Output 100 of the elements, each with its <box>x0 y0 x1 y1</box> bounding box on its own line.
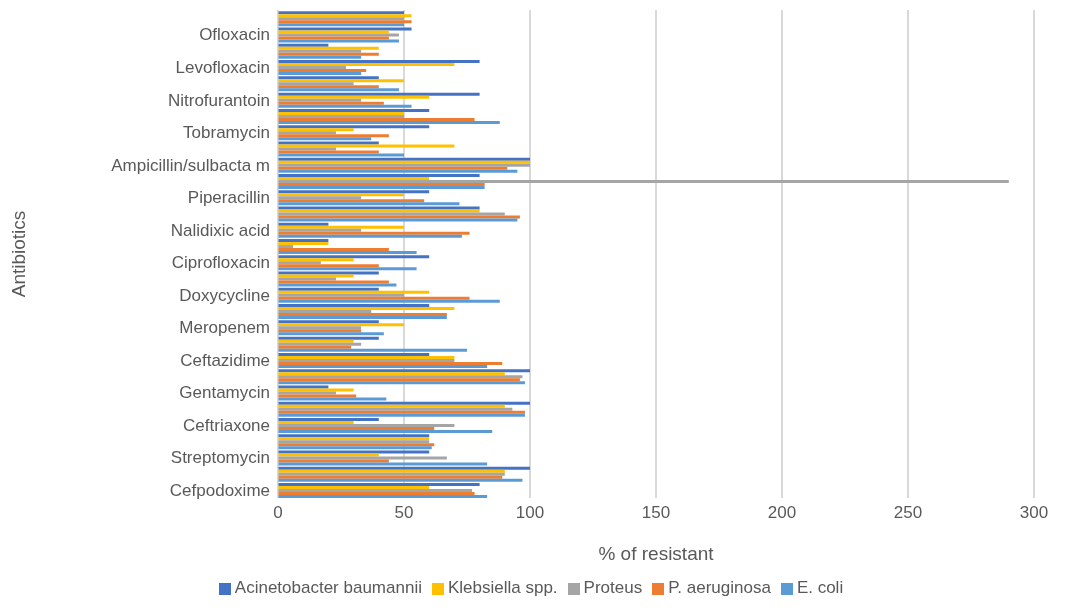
y-tick-label: Doxycycline <box>179 285 270 305</box>
bar <box>278 231 470 235</box>
bar <box>278 222 329 226</box>
bar <box>278 385 329 389</box>
bar <box>278 39 399 43</box>
bar <box>278 339 354 343</box>
y-tick-label: Levofloxacin <box>175 57 270 77</box>
bar <box>278 179 1009 183</box>
bar <box>278 320 379 324</box>
bar <box>278 153 404 157</box>
bar <box>278 478 523 482</box>
bar <box>278 176 430 180</box>
bar <box>278 283 397 287</box>
bar <box>278 55 362 59</box>
bar <box>278 453 379 457</box>
bar <box>278 52 379 56</box>
bar <box>278 43 329 47</box>
bar <box>278 95 430 99</box>
y-tick-label: Tobramycin <box>183 123 270 143</box>
bar <box>278 202 460 206</box>
y-tick-label: Ciprofloxacin <box>171 253 270 273</box>
bar <box>278 88 399 92</box>
bar <box>278 483 480 487</box>
bar <box>278 248 389 252</box>
bar <box>278 66 347 70</box>
bar <box>278 417 379 421</box>
bar <box>278 33 399 37</box>
bar <box>278 429 493 433</box>
bar <box>278 261 321 265</box>
bar <box>278 420 354 424</box>
bar <box>278 426 435 430</box>
bar <box>278 104 412 108</box>
bar <box>278 169 518 173</box>
bar <box>278 287 379 291</box>
y-tick-label: Nalidixic acid <box>170 220 270 240</box>
bar <box>278 364 488 368</box>
x-tick-label: 200 <box>767 503 797 523</box>
bar <box>278 17 404 21</box>
bar <box>278 310 372 314</box>
y-tick-label: Meropenem <box>179 318 270 338</box>
bar <box>278 348 467 352</box>
bar <box>278 141 379 145</box>
bar <box>278 166 508 170</box>
bar <box>278 225 404 229</box>
y-tick-label: Piperacillin <box>187 188 270 208</box>
bar <box>278 20 412 24</box>
legend-label: Proteus <box>583 578 643 597</box>
bar <box>278 290 430 294</box>
bar <box>278 137 372 141</box>
bar <box>278 304 430 308</box>
x-tick-label: 50 <box>394 503 414 523</box>
bar <box>278 108 430 112</box>
bar <box>278 117 475 121</box>
bar <box>278 280 389 284</box>
bar <box>278 323 404 327</box>
legend-label: E. coli <box>796 578 844 597</box>
bar <box>278 212 505 216</box>
bar <box>278 372 505 376</box>
bar <box>278 63 455 67</box>
bar <box>278 234 462 238</box>
x-axis-title: % of resistant <box>598 543 715 564</box>
bar <box>278 332 384 336</box>
bar <box>278 101 384 105</box>
y-tick-label: Streptomycin <box>170 448 270 468</box>
bar <box>278 352 430 356</box>
bar <box>278 30 389 34</box>
y-axis-title: Antibiotics <box>7 210 29 298</box>
bar <box>278 293 404 297</box>
bar <box>278 82 354 86</box>
y-tick-label: Ceftazidime <box>180 350 270 370</box>
bar <box>278 299 500 303</box>
bar <box>278 336 379 340</box>
bar <box>278 228 362 232</box>
bar <box>278 147 336 151</box>
bar <box>278 199 425 203</box>
bar <box>278 14 412 18</box>
bar <box>278 92 480 96</box>
bar <box>278 49 362 53</box>
bar <box>278 23 404 27</box>
legend-label: Acinetobacter baumannii <box>234 578 422 597</box>
bar <box>278 190 430 194</box>
bar <box>278 391 336 395</box>
bar <box>278 466 530 470</box>
bar <box>278 120 500 124</box>
bar <box>278 196 362 200</box>
bar <box>278 407 513 411</box>
bar <box>278 404 505 408</box>
bar <box>278 193 404 197</box>
bar <box>278 245 294 249</box>
bar <box>278 134 389 138</box>
bar <box>278 11 404 15</box>
bar <box>278 36 389 40</box>
bar <box>278 369 530 373</box>
bar <box>278 72 362 76</box>
bar <box>278 388 354 392</box>
y-tick-label: Ofloxacin <box>199 25 270 45</box>
bar <box>278 361 503 365</box>
x-tick-label: 250 <box>893 503 923 523</box>
bar <box>278 345 352 349</box>
bar <box>278 401 530 405</box>
